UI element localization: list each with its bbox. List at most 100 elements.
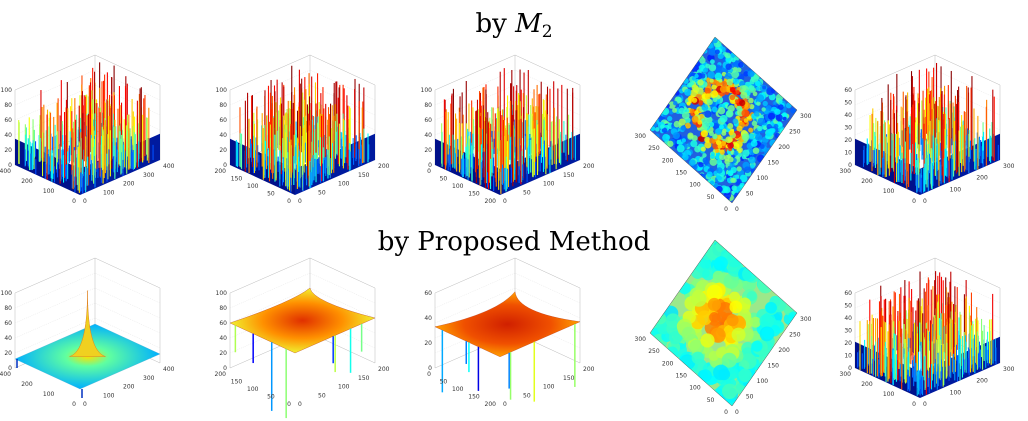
x-tick-label: 200 bbox=[662, 360, 674, 367]
heatmap-cell bbox=[700, 333, 714, 347]
heatmap-cell bbox=[757, 155, 765, 163]
x-tick-label: 200 bbox=[485, 401, 497, 408]
x-tick-label: 100 bbox=[452, 183, 464, 190]
x-tick-label: 0 bbox=[72, 198, 76, 205]
surface bbox=[435, 292, 580, 357]
heatmap-cell bbox=[672, 108, 677, 113]
heatmap-cell bbox=[773, 101, 777, 105]
box-grid bbox=[15, 70, 160, 105]
heatmap-cell bbox=[748, 156, 755, 163]
z-tick-label: 10 bbox=[844, 150, 852, 157]
y-tick-label: 100 bbox=[757, 175, 769, 182]
heatmap-cell bbox=[692, 352, 705, 365]
heatmap-cell bbox=[718, 144, 723, 149]
z-tick-label: 20 bbox=[844, 340, 852, 347]
heatmap-cell bbox=[708, 298, 721, 311]
y-tick-label: 300 bbox=[1003, 163, 1015, 170]
heatmap-cell bbox=[673, 101, 677, 105]
heatmap-cell bbox=[667, 116, 672, 121]
heatmap-cell bbox=[718, 176, 723, 181]
y-tick-label: 50 bbox=[523, 392, 531, 399]
z-tick-label: 80 bbox=[4, 305, 12, 312]
heatmap-cell bbox=[697, 79, 703, 85]
y-tick-label: 50 bbox=[318, 392, 326, 399]
y-tick-label: 100 bbox=[543, 181, 555, 188]
heatmap-cell bbox=[737, 166, 742, 171]
y-tick-label: 150 bbox=[358, 172, 370, 179]
surface-plot: 010203040506030020010000100200300 bbox=[840, 55, 1015, 205]
y-tick-label: 50 bbox=[523, 189, 531, 196]
heatmap-cell bbox=[741, 109, 749, 117]
x-tick-label: 100 bbox=[43, 391, 55, 398]
heatmap-cell bbox=[748, 128, 753, 133]
y-tick-label: 200 bbox=[378, 366, 390, 373]
heatmap-cell bbox=[736, 90, 740, 94]
heatmap-cell bbox=[710, 181, 714, 185]
heatmap-cell bbox=[727, 123, 733, 129]
y-tick-label: 150 bbox=[563, 172, 575, 179]
y-tick-label: 50 bbox=[318, 189, 326, 196]
z-tick-label: 20 bbox=[424, 147, 432, 154]
x-tick-label: 0 bbox=[724, 409, 728, 416]
z-tick-label: 40 bbox=[219, 132, 227, 139]
x-tick-label: 300 bbox=[840, 168, 852, 175]
y-tick-label: 250 bbox=[789, 129, 801, 136]
heatmap-cell bbox=[725, 52, 731, 58]
y-tick-label: 200 bbox=[778, 347, 790, 354]
heatmap-cell bbox=[733, 78, 739, 84]
y-tick-label: 250 bbox=[789, 332, 801, 339]
heatmap-cell bbox=[702, 153, 706, 157]
heatmap-cell bbox=[698, 101, 703, 106]
heatmap bbox=[650, 240, 799, 408]
heatmap-cell bbox=[729, 301, 742, 314]
y-tick-label: 150 bbox=[358, 375, 370, 382]
heatmap-cell bbox=[714, 256, 728, 270]
heatmap-cell bbox=[733, 118, 739, 124]
y-tick-label: 400 bbox=[163, 163, 175, 170]
z-tick-label: 100 bbox=[421, 87, 433, 94]
z-tick-label: 60 bbox=[424, 290, 432, 297]
heatmap-cell bbox=[744, 118, 749, 123]
heatmap-cell bbox=[765, 302, 777, 314]
heatmap-cell bbox=[692, 84, 699, 91]
heatmap-cell bbox=[783, 117, 787, 121]
y-tick-label: 400 bbox=[163, 366, 175, 373]
x-tick-label: 100 bbox=[883, 188, 895, 195]
heatmap-cell bbox=[755, 81, 761, 87]
box-edge bbox=[95, 258, 160, 288]
heatmap-cell bbox=[713, 98, 718, 103]
box-edge bbox=[15, 258, 95, 293]
heatmap-cell bbox=[753, 147, 760, 154]
heatmap-cell bbox=[715, 73, 722, 80]
x-tick-label: 200 bbox=[21, 178, 33, 185]
heatmap-cell bbox=[716, 167, 722, 173]
heatmap-cell bbox=[677, 97, 681, 101]
heatmap-cell bbox=[744, 166, 751, 173]
heatmap-cell bbox=[677, 145, 685, 153]
x-tick-label: 0 bbox=[287, 198, 291, 205]
z-tick-label: 80 bbox=[219, 102, 227, 109]
x-tick-label: 100 bbox=[883, 391, 895, 398]
x-tick-label: 50 bbox=[440, 379, 448, 386]
heatmap-cell bbox=[710, 59, 715, 64]
x-tick-label: 200 bbox=[861, 178, 873, 185]
heatmap bbox=[650, 36, 797, 203]
z-tick-label: 10 bbox=[844, 353, 852, 360]
x-tick-label: 150 bbox=[676, 170, 688, 177]
surface-plot: 020406080100200150100500050100150200 bbox=[215, 258, 390, 418]
heatmap-cell bbox=[679, 108, 686, 115]
x-tick-label: 200 bbox=[21, 381, 33, 388]
heatmap-cell bbox=[711, 85, 716, 90]
heatmap-cell bbox=[742, 267, 757, 282]
box-edge bbox=[855, 258, 935, 293]
y-tick-label: 200 bbox=[976, 175, 988, 182]
heatmap-cell bbox=[700, 73, 705, 78]
heatmap-cell bbox=[709, 64, 716, 71]
heatmap-cell bbox=[776, 114, 783, 121]
heatmap-cell bbox=[705, 93, 711, 99]
z-tick-label: 30 bbox=[844, 328, 852, 335]
z-tick-label: 40 bbox=[424, 132, 432, 139]
x-tick-label: 50 bbox=[440, 176, 448, 183]
